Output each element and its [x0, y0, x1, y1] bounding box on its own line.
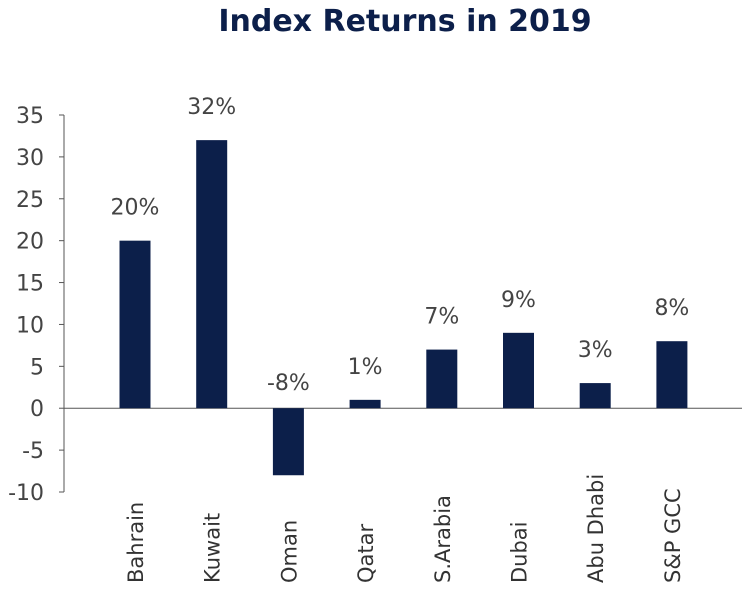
data-label: 9%	[501, 288, 536, 313]
bar	[349, 399, 381, 409]
category-labels: Bahrain Kuwait Oman Qatar S.Arabia Dubai Abu D…	[124, 474, 685, 583]
data-label: 20%	[111, 196, 160, 221]
category-label: S.Arabia	[431, 495, 455, 583]
bar	[503, 332, 534, 409]
y-tick-label: 35	[16, 104, 44, 129]
category-label: Dubai	[508, 521, 532, 583]
y-tick-label: 15	[16, 272, 44, 297]
bar	[656, 341, 688, 409]
y-tick-label: 25	[16, 188, 44, 213]
bar	[426, 349, 458, 409]
data-label: 7%	[424, 305, 459, 330]
y-tick-label: 30	[16, 146, 44, 171]
category-label: Oman	[277, 520, 301, 583]
data-labels: 20% 32% -8% 1% 7% 9% 3% 8%	[111, 95, 690, 396]
category-label: Bahrain	[124, 502, 148, 583]
data-label: 3%	[578, 338, 613, 363]
data-label: 8%	[654, 296, 689, 321]
chart-title: Index Returns in 2019	[218, 4, 592, 39]
y-axis: 35 30 25 20 15 10 5 0 -5 -10	[8, 104, 65, 506]
bars	[119, 140, 688, 476]
data-label: 32%	[187, 95, 236, 120]
bar	[579, 383, 611, 409]
y-tick-label: -10	[8, 481, 44, 506]
data-label: -8%	[267, 371, 310, 396]
bar	[119, 240, 151, 409]
data-label: 1%	[348, 355, 383, 380]
y-tick-label: 0	[30, 397, 44, 422]
y-tick-label: -5	[22, 439, 44, 464]
y-tick-label: 10	[16, 313, 44, 338]
y-tick-label: 20	[16, 230, 44, 255]
y-tick-label: 5	[30, 355, 44, 380]
category-label: Qatar	[354, 523, 378, 583]
category-label: Kuwait	[201, 513, 225, 583]
category-label: S&P GCC	[661, 488, 685, 583]
bar	[196, 140, 228, 409]
bar	[272, 408, 304, 476]
category-label: Abu Dhabi	[584, 474, 608, 583]
